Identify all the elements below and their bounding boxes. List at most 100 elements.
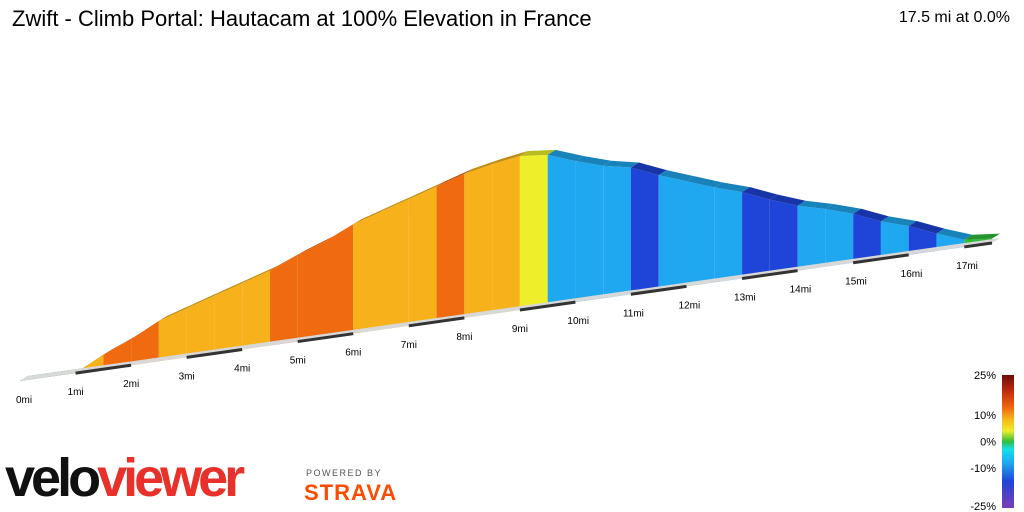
profile-top-segment xyxy=(131,315,167,340)
profile-top-segment xyxy=(575,156,612,166)
profile-segment xyxy=(353,211,382,334)
profile-top-segment xyxy=(853,208,889,222)
route-summary: 17.5 mi at 0.0% xyxy=(898,9,1010,26)
profile-top-segment xyxy=(408,181,445,200)
profile-top-segment xyxy=(603,160,639,168)
profile-top-segment xyxy=(742,187,778,200)
profile-top-segment xyxy=(630,162,667,176)
legend-label: 25% xyxy=(974,370,996,382)
mile-tick-label: 15mi xyxy=(845,277,867,288)
mile-band xyxy=(297,332,354,344)
profile-top-segment xyxy=(325,219,362,242)
legend-label: -10% xyxy=(970,463,996,475)
mile-tick-label: 0mi xyxy=(16,395,32,406)
profile-top-segment xyxy=(658,170,695,182)
profile-top-segment xyxy=(964,233,1000,240)
profile-top-segment xyxy=(158,303,195,321)
mile-band xyxy=(964,241,993,249)
profile-segment xyxy=(714,187,743,283)
mile-tick-label: 13mi xyxy=(734,292,756,303)
mile-tick-label: 3mi xyxy=(179,371,195,382)
profile-segment xyxy=(103,339,132,370)
profile-segment xyxy=(186,295,215,358)
legend-label: 0% xyxy=(980,437,996,449)
profile-segment xyxy=(686,181,715,287)
mile-tick-label: 4mi xyxy=(234,363,250,374)
profile-top-segment xyxy=(547,149,584,162)
profile-top-segment xyxy=(381,194,417,212)
profile-segment xyxy=(408,186,437,326)
profile-top-segment xyxy=(714,182,751,193)
profile-top-segment xyxy=(908,221,945,234)
profile-segment xyxy=(853,213,881,263)
mile-tick-label: 10mi xyxy=(567,316,589,327)
mile-tick-label: 8mi xyxy=(456,332,472,343)
profile-segment xyxy=(436,173,465,322)
mile-tick-label: 17mi xyxy=(956,261,978,272)
profile-top-segment xyxy=(214,278,251,296)
profile-top-segment xyxy=(686,176,723,188)
mile-band xyxy=(741,269,798,280)
mile-tick-label: 11mi xyxy=(623,308,644,319)
mile-tick-label: 9mi xyxy=(512,324,528,335)
mile-tick-label: 7mi xyxy=(401,340,417,351)
mile-tick-label: 2mi xyxy=(123,379,139,390)
mile-band xyxy=(852,253,909,265)
grade-legend: 25% 10% 0% -10% -25% xyxy=(970,370,1014,512)
mile-tick-label: 16mi xyxy=(901,269,923,280)
profile-top-segment xyxy=(186,290,223,309)
profile-top-segment xyxy=(464,159,501,174)
legend-label: -25% xyxy=(970,501,996,512)
mile-band xyxy=(519,300,576,312)
mile-tick-label: 6mi xyxy=(345,348,361,359)
profile-segment xyxy=(825,209,854,267)
profile-top-segment xyxy=(936,228,973,240)
profile-segment xyxy=(547,154,576,307)
strava-logo: STRAVA xyxy=(304,480,398,505)
profile-segment xyxy=(880,221,909,259)
veloviewer-logo: veloviewer xyxy=(5,448,245,508)
profile-segment xyxy=(131,320,159,366)
powered-by-label: POWERED BY xyxy=(306,468,383,478)
profile-segment xyxy=(325,224,354,338)
profile-top-segment xyxy=(103,334,140,355)
mile-tick-label: 12mi xyxy=(679,300,701,311)
profile-segments xyxy=(20,154,992,381)
profile-segment xyxy=(658,175,687,291)
distance-axis-strip xyxy=(20,238,1000,381)
mile-tick-label: 1mi xyxy=(68,387,84,398)
profile-segment xyxy=(519,154,548,311)
profile-segment xyxy=(908,226,937,255)
profile-segment xyxy=(297,241,326,342)
profile-top-segment xyxy=(436,168,473,187)
distance-labels: 0mi 1mi 2mi 3mi 4mi 5mi 6mi 7mi 8mi 9mi 10mi 11mi 12… xyxy=(16,261,978,406)
page-title: Zwift - Climb Portal: Hautacam at 100% E… xyxy=(12,6,592,31)
mile-band xyxy=(186,347,243,359)
profile-segment xyxy=(269,255,298,346)
mile-tick-label: 5mi xyxy=(290,356,306,367)
profile-segment xyxy=(242,270,270,350)
profile-top-segment xyxy=(797,200,834,210)
profile-top-segment xyxy=(75,349,112,374)
profile-top-segment xyxy=(769,194,806,206)
mile-band xyxy=(630,284,687,296)
profile-top-segment xyxy=(492,150,528,165)
logo-velo-text: velo xyxy=(5,448,101,508)
profile-top-segment xyxy=(519,149,556,156)
profile-top-face xyxy=(20,149,1000,381)
profile-segment xyxy=(492,155,520,314)
mile-tick-label: 14mi xyxy=(790,285,812,296)
legend-color-bar xyxy=(1002,375,1014,508)
profile-top-segment xyxy=(269,250,306,271)
profile-segment xyxy=(742,192,770,279)
profile-top-segment xyxy=(353,206,390,225)
profile-segment xyxy=(769,199,798,275)
profile-top-segment xyxy=(242,265,278,284)
legend-label: 10% xyxy=(974,410,996,422)
distance-axis xyxy=(20,238,1000,381)
mile-band xyxy=(408,316,465,328)
profile-top-segment xyxy=(825,204,862,214)
profile-top-segment xyxy=(297,236,334,256)
profile-segment xyxy=(797,205,826,271)
